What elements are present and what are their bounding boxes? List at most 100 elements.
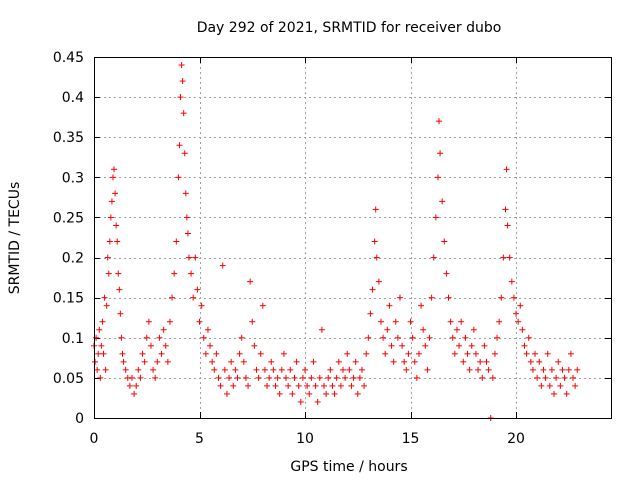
data-point bbox=[133, 382, 140, 389]
data-point bbox=[184, 230, 191, 237]
data-point bbox=[119, 350, 126, 357]
data-point bbox=[215, 374, 222, 381]
data-point bbox=[211, 366, 218, 373]
data-point bbox=[238, 334, 245, 341]
data-point bbox=[428, 294, 435, 301]
y-tick-label: 0.2 bbox=[62, 251, 84, 267]
data-point bbox=[268, 358, 275, 365]
data-point bbox=[456, 342, 463, 349]
data-point bbox=[418, 302, 425, 309]
data-point bbox=[207, 342, 214, 349]
data-point bbox=[342, 374, 349, 381]
data-point bbox=[557, 382, 564, 389]
data-point bbox=[255, 374, 262, 381]
data-point bbox=[120, 358, 127, 365]
data-point bbox=[257, 350, 264, 357]
data-point bbox=[534, 374, 541, 381]
data-point bbox=[544, 350, 551, 357]
data-point bbox=[122, 366, 129, 373]
data-point bbox=[555, 358, 562, 365]
data-point bbox=[126, 382, 133, 389]
data-point bbox=[147, 342, 154, 349]
data-point bbox=[567, 350, 574, 357]
data-point bbox=[182, 190, 189, 197]
data-point bbox=[489, 374, 496, 381]
data-point bbox=[403, 366, 410, 373]
data-point bbox=[513, 310, 520, 317]
data-point bbox=[363, 350, 370, 357]
data-point bbox=[432, 214, 439, 221]
data-point bbox=[152, 374, 159, 381]
data-point bbox=[169, 294, 176, 301]
data-point bbox=[295, 382, 302, 389]
data-point bbox=[553, 374, 560, 381]
data-point bbox=[468, 342, 475, 349]
data-point bbox=[409, 334, 416, 341]
data-point bbox=[95, 350, 102, 357]
data-point bbox=[373, 254, 380, 261]
data-point bbox=[365, 334, 372, 341]
data-point bbox=[131, 390, 138, 397]
data-point bbox=[384, 326, 391, 333]
data-point bbox=[325, 374, 332, 381]
data-point bbox=[458, 318, 465, 325]
data-point bbox=[103, 302, 110, 309]
x-axis-label: GPS time / hours bbox=[290, 459, 407, 475]
data-point bbox=[532, 350, 539, 357]
x-tick-label: 15 bbox=[402, 431, 420, 447]
data-point bbox=[188, 270, 195, 277]
data-point bbox=[287, 366, 294, 373]
data-point bbox=[137, 374, 144, 381]
data-point bbox=[291, 374, 298, 381]
data-point bbox=[401, 358, 408, 365]
grid-lines bbox=[94, 57, 611, 418]
data-point bbox=[485, 366, 492, 373]
data-point bbox=[285, 382, 292, 389]
data-point bbox=[181, 150, 188, 157]
data-point bbox=[377, 318, 384, 325]
data-point bbox=[451, 350, 458, 357]
x-tick-label: 10 bbox=[296, 431, 314, 447]
data-point bbox=[316, 374, 323, 381]
data-point bbox=[572, 382, 579, 389]
data-point bbox=[335, 358, 342, 365]
data-point bbox=[498, 294, 505, 301]
data-point bbox=[441, 238, 448, 245]
data-point bbox=[115, 270, 122, 277]
data-point bbox=[392, 318, 399, 325]
data-point bbox=[261, 366, 268, 373]
data-point bbox=[276, 390, 283, 397]
data-point bbox=[372, 206, 379, 213]
data-point bbox=[551, 390, 558, 397]
data-point bbox=[108, 198, 115, 205]
data-point bbox=[176, 142, 183, 149]
x-tick-labels: 0 5 10 15 20 bbox=[90, 431, 525, 447]
data-point bbox=[154, 358, 161, 365]
data-point bbox=[118, 334, 125, 341]
data-point bbox=[386, 302, 393, 309]
data-point bbox=[405, 350, 412, 357]
data-point bbox=[293, 358, 300, 365]
data-point bbox=[314, 398, 321, 405]
data-point bbox=[101, 294, 108, 301]
data-point bbox=[141, 358, 148, 365]
data-point bbox=[264, 382, 271, 389]
data-point bbox=[171, 270, 178, 277]
data-point bbox=[297, 398, 304, 405]
data-point bbox=[491, 350, 498, 357]
data-point bbox=[158, 350, 165, 357]
data-point bbox=[200, 334, 207, 341]
data-point bbox=[272, 382, 279, 389]
data-point bbox=[470, 326, 477, 333]
data-point bbox=[481, 342, 488, 349]
data-point bbox=[563, 390, 570, 397]
data-point bbox=[192, 254, 199, 261]
data-point bbox=[346, 366, 353, 373]
data-point bbox=[289, 390, 296, 397]
y-tick-label: 0.45 bbox=[53, 50, 84, 66]
data-point bbox=[477, 358, 484, 365]
data-points bbox=[91, 62, 581, 421]
data-point bbox=[94, 366, 101, 373]
data-point bbox=[259, 302, 266, 309]
data-point bbox=[354, 390, 361, 397]
